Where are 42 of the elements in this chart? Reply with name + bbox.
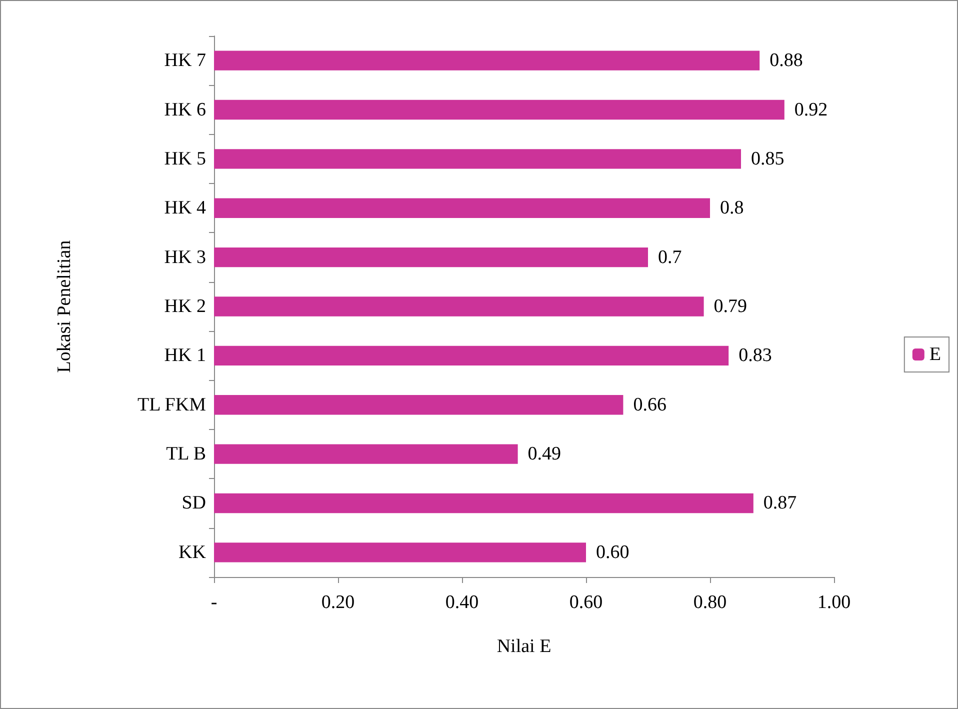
- x-tick-label: -: [210, 592, 218, 613]
- y-tick-label: HK 7: [164, 50, 206, 72]
- data-label: 0.83: [738, 345, 772, 366]
- data-label: 0.85: [751, 148, 784, 170]
- legend-label: E: [929, 344, 942, 365]
- y-tick-label: HK 6: [164, 99, 206, 120]
- bar: [214, 493, 754, 514]
- y-tick-label: TL B: [166, 444, 206, 465]
- y-tick-label: SD: [182, 492, 206, 514]
- bar: [214, 247, 648, 268]
- x-tick-label: 0.80: [693, 592, 727, 613]
- bar: [214, 346, 729, 366]
- bar: [214, 50, 760, 70]
- y-tick-label: HK 4: [164, 198, 206, 219]
- y-tick-label: TL FKM: [138, 394, 206, 416]
- y-tick-label: HK 3: [164, 246, 206, 268]
- bar: [214, 395, 624, 415]
- y-tick-label: HK 2: [164, 296, 206, 317]
- x-tick-label: 1.00: [817, 592, 851, 613]
- data-label: 0.7: [658, 246, 682, 268]
- data-label: 0.49: [528, 444, 562, 465]
- bar: [214, 100, 784, 120]
- data-label: 0.8: [720, 198, 744, 219]
- y-tick-label: KK: [178, 542, 206, 563]
- bar: [214, 542, 586, 562]
- x-axis-title: Nilai E: [496, 636, 552, 657]
- data-label: 0.92: [794, 99, 828, 120]
- data-label: 0.79: [714, 296, 748, 317]
- bar: [214, 149, 741, 169]
- bar: [214, 296, 704, 316]
- bar: [214, 444, 518, 464]
- data-label: 0.87: [763, 492, 797, 514]
- bar: [214, 198, 710, 218]
- x-tick-label: 0.60: [569, 592, 603, 613]
- x-tick-label: 0.20: [321, 592, 355, 613]
- y-axis-title: Lokasi Penelitian: [54, 240, 75, 373]
- y-tick-label: HK 1: [164, 345, 206, 366]
- x-tick-label: 0.40: [445, 592, 479, 613]
- y-tick-label: HK 5: [164, 148, 206, 170]
- data-label: 0.60: [596, 542, 630, 563]
- data-label: 0.66: [633, 394, 666, 416]
- data-label: 0.88: [770, 50, 803, 72]
